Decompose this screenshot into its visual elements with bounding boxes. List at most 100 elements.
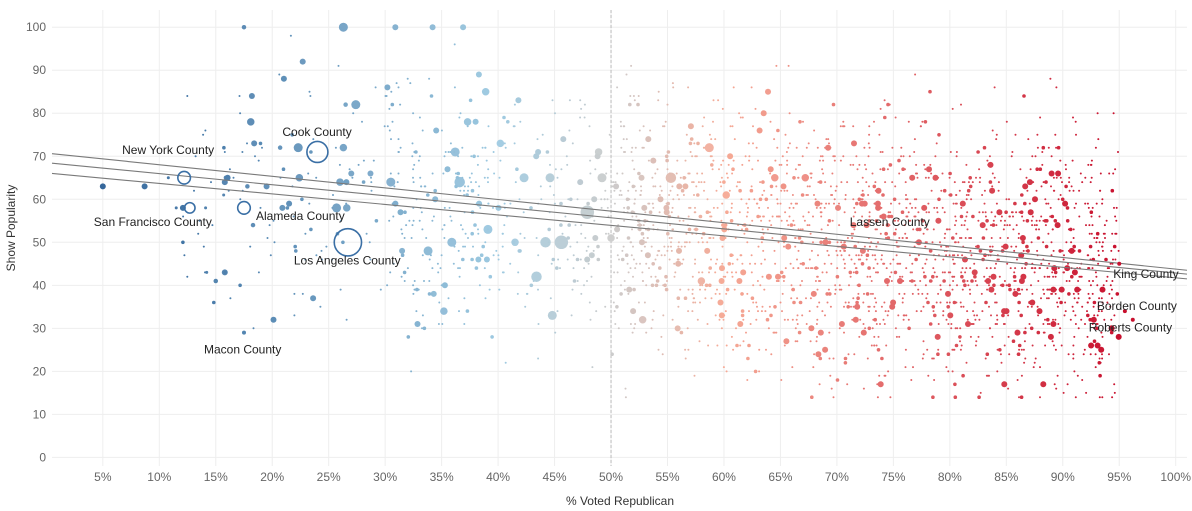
county-point bbox=[871, 172, 874, 175]
county-point bbox=[286, 200, 293, 207]
county-point bbox=[649, 129, 652, 132]
county-point bbox=[1025, 244, 1029, 249]
county-point bbox=[940, 245, 943, 248]
county-point bbox=[443, 206, 446, 209]
data-points bbox=[99, 22, 1122, 400]
county-point bbox=[779, 270, 784, 275]
county-point bbox=[1059, 327, 1062, 330]
county-point bbox=[1047, 202, 1050, 205]
county-point bbox=[611, 185, 614, 188]
county-point bbox=[846, 181, 849, 184]
county-point bbox=[771, 174, 779, 182]
county-point bbox=[820, 202, 823, 205]
county-point bbox=[1072, 353, 1075, 356]
county-point bbox=[774, 262, 777, 265]
county-point bbox=[731, 275, 734, 278]
county-point bbox=[985, 374, 988, 377]
county-point bbox=[616, 86, 619, 89]
county-point bbox=[888, 163, 893, 167]
county-point bbox=[784, 133, 787, 136]
county-point bbox=[943, 237, 946, 239]
county-point bbox=[752, 284, 755, 287]
county-point bbox=[568, 129, 571, 132]
county-point bbox=[703, 181, 706, 184]
county-point bbox=[706, 198, 709, 201]
county-point bbox=[693, 228, 696, 231]
county-point bbox=[889, 303, 896, 310]
county-point bbox=[762, 215, 765, 218]
county-point bbox=[524, 305, 527, 308]
county-point bbox=[843, 125, 846, 128]
county-point bbox=[731, 125, 734, 128]
county-point bbox=[640, 249, 643, 252]
county-point bbox=[824, 181, 827, 184]
county-point bbox=[1113, 314, 1116, 317]
county-point bbox=[1105, 280, 1108, 282]
county-point bbox=[1040, 262, 1043, 265]
county-point bbox=[1054, 133, 1057, 136]
county-point bbox=[470, 257, 474, 262]
county-point bbox=[756, 280, 759, 282]
county-point bbox=[691, 310, 694, 313]
county-point bbox=[1006, 245, 1009, 248]
county-point bbox=[307, 172, 310, 175]
county-point bbox=[936, 352, 940, 357]
county-point bbox=[853, 262, 856, 265]
county-point bbox=[309, 227, 313, 232]
county-point bbox=[697, 181, 700, 184]
county-point bbox=[1095, 326, 1099, 331]
county-point bbox=[1111, 396, 1114, 399]
county-point bbox=[779, 202, 782, 205]
county-point bbox=[832, 155, 835, 158]
county-point bbox=[309, 150, 313, 154]
county-point bbox=[803, 219, 806, 222]
county-point bbox=[688, 241, 691, 244]
county-point bbox=[606, 206, 609, 209]
county-point bbox=[1009, 267, 1012, 270]
x-tick-label: 90% bbox=[1051, 470, 1075, 484]
county-point bbox=[863, 222, 870, 229]
county-point bbox=[951, 348, 954, 351]
county-point bbox=[1088, 224, 1091, 227]
county-point bbox=[211, 224, 214, 227]
county-point bbox=[904, 366, 907, 369]
county-point bbox=[935, 142, 938, 145]
county-point bbox=[948, 171, 952, 176]
county-point bbox=[677, 241, 680, 244]
county-point bbox=[853, 353, 856, 356]
county-point bbox=[1043, 331, 1046, 334]
county-point bbox=[1048, 323, 1051, 325]
county-point bbox=[501, 271, 504, 274]
county-point bbox=[461, 146, 464, 149]
county-point bbox=[977, 335, 980, 338]
county-point bbox=[557, 258, 560, 261]
county-point bbox=[990, 314, 992, 317]
county-point bbox=[449, 215, 452, 218]
county-point bbox=[750, 86, 753, 89]
county-point bbox=[639, 239, 645, 246]
county-point bbox=[880, 305, 883, 308]
county-point bbox=[999, 219, 1002, 222]
county-point bbox=[1025, 288, 1028, 291]
county-point bbox=[752, 301, 755, 304]
county-point bbox=[341, 240, 345, 245]
county-point bbox=[1007, 335, 1010, 338]
county-point bbox=[790, 202, 793, 205]
county-point bbox=[676, 159, 679, 162]
county-point bbox=[457, 267, 460, 270]
county-point bbox=[487, 125, 490, 128]
county-point bbox=[971, 181, 974, 184]
county-point bbox=[459, 112, 462, 115]
county-point bbox=[911, 206, 913, 209]
county-point bbox=[1031, 224, 1034, 227]
county-point bbox=[867, 142, 870, 145]
county-point bbox=[753, 198, 756, 201]
county-point bbox=[786, 219, 788, 222]
county-point bbox=[731, 167, 735, 171]
county-point bbox=[708, 283, 712, 288]
county-point bbox=[731, 262, 734, 265]
county-point bbox=[1081, 379, 1084, 381]
county-point bbox=[944, 232, 947, 235]
county-point bbox=[712, 237, 715, 239]
